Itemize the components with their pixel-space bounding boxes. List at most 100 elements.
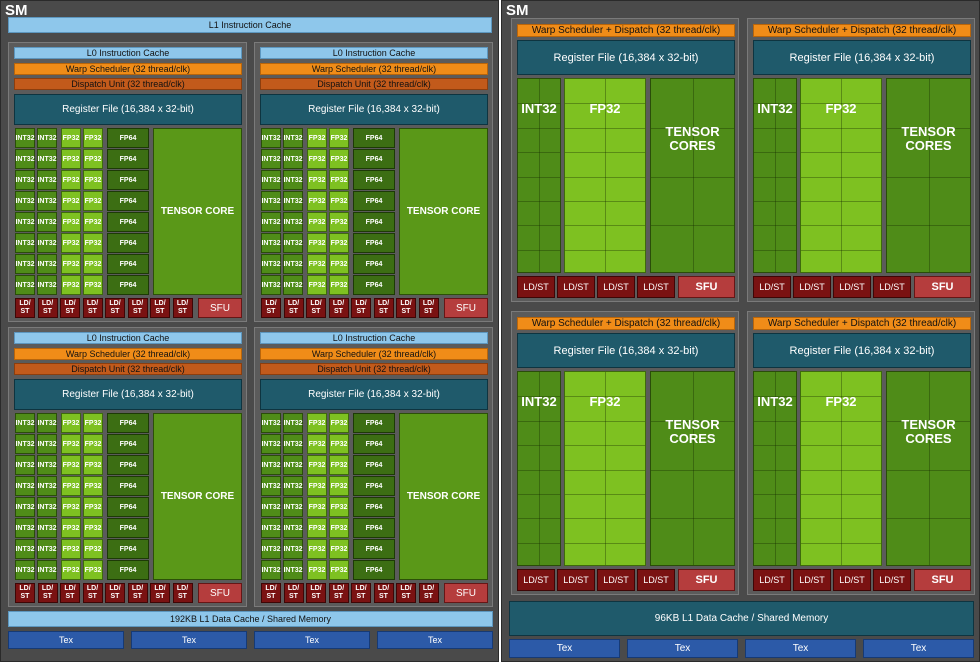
fp32-unit: FP32 xyxy=(61,170,81,190)
int32-unit: INT32 xyxy=(15,170,35,190)
right-partition: Warp Scheduler + Dispatch (32 thread/clk… xyxy=(747,18,975,302)
fp32-unit: FP32 xyxy=(83,413,103,433)
dispatch-unit: Dispatch Unit (32 thread/clk) xyxy=(14,78,242,90)
fp32-unit: FP32 xyxy=(307,455,327,475)
ldst-unit: LD/ST xyxy=(150,583,170,603)
int32-unit: INT32 xyxy=(283,128,303,148)
int32-label: INT32 xyxy=(757,100,793,116)
fp32-unit: FP32 xyxy=(307,191,327,211)
ldst-unit: LD/ST xyxy=(517,569,555,591)
tensor-core: TENSOR CORE xyxy=(153,128,242,295)
fp32-unit: FP32 xyxy=(307,212,327,232)
fp32-unit: FP32 xyxy=(83,212,103,232)
int32-unit: INT32 xyxy=(261,434,281,454)
fp64-unit: FP64 xyxy=(353,149,395,169)
fp32-unit: FP32 xyxy=(307,497,327,517)
int32-unit: INT32 xyxy=(37,497,57,517)
fp32-unit: FP32 xyxy=(329,149,349,169)
fp32-unit: FP32 xyxy=(307,149,327,169)
l0-instruction-cache: L0 Instruction Cache xyxy=(14,332,242,344)
tensor-cores-block: TENSOR CORES xyxy=(886,371,971,566)
dispatch-unit: Dispatch Unit (32 thread/clk) xyxy=(260,78,488,90)
fp32-unit: FP32 xyxy=(329,539,349,559)
tex-unit-right-2: Tex xyxy=(627,639,738,658)
fp64-unit: FP64 xyxy=(353,539,395,559)
fp32-block: FP32 xyxy=(800,78,882,273)
int32-unit: INT32 xyxy=(37,170,57,190)
fp64-unit: FP64 xyxy=(353,170,395,190)
ldst-unit: LD/ST xyxy=(261,583,281,603)
ldst-unit: LD/ST xyxy=(172,583,193,603)
warp-scheduler-dispatch: Warp Scheduler + Dispatch (32 thread/clk… xyxy=(753,317,971,330)
ldst-unit: LD/ST xyxy=(283,298,304,318)
tensor-cores-label: TENSOR CORES xyxy=(901,417,956,446)
fp64-unit: FP64 xyxy=(107,413,149,433)
int32-unit: INT32 xyxy=(15,476,35,496)
fp32-unit: FP32 xyxy=(83,149,103,169)
int32-unit: INT32 xyxy=(15,434,35,454)
fp32-unit: FP32 xyxy=(329,497,349,517)
fp32-unit: FP32 xyxy=(83,497,103,517)
warp-scheduler-dispatch: Warp Scheduler + Dispatch (32 thread/clk… xyxy=(517,317,735,330)
int32-unit: INT32 xyxy=(15,455,35,475)
int32-unit: INT32 xyxy=(15,518,35,538)
ldst-unit: LD/ST xyxy=(82,298,103,318)
ldst-unit: LD/ST xyxy=(517,276,555,298)
warp-scheduler: Warp Scheduler (32 thread/clk) xyxy=(260,63,488,75)
fp32-unit: FP32 xyxy=(61,497,81,517)
fp64-unit: FP64 xyxy=(353,191,395,211)
register-file: Register File (16,384 x 32-bit) xyxy=(260,379,488,410)
ldst-unit: LD/ST xyxy=(60,298,80,318)
tex-unit-left-4: Tex xyxy=(377,631,493,649)
fp32-unit: FP32 xyxy=(83,560,103,580)
int32-unit: INT32 xyxy=(15,254,35,274)
ldst-unit: LD/ST xyxy=(105,583,125,603)
register-file: Register File (16,384 x 32-bit) xyxy=(14,94,242,125)
fp64-unit: FP64 xyxy=(353,518,395,538)
right-sm-title: SM xyxy=(506,2,529,19)
fp32-unit: FP32 xyxy=(83,455,103,475)
tensor-cores-label: TENSOR CORES xyxy=(665,417,720,446)
fp64-unit: FP64 xyxy=(353,212,395,232)
int32-unit: INT32 xyxy=(15,275,35,295)
int32-unit: INT32 xyxy=(261,254,281,274)
ldst-unit: LD/ST xyxy=(873,276,911,298)
int32-unit: INT32 xyxy=(283,497,303,517)
fp32-unit: FP32 xyxy=(61,560,81,580)
int32-unit: INT32 xyxy=(283,191,303,211)
int32-unit: INT32 xyxy=(15,191,35,211)
sfu-unit: SFU xyxy=(198,583,242,603)
ldst-unit: LD/ST xyxy=(306,298,326,318)
tensor-cores-block: TENSOR CORES xyxy=(650,371,735,566)
sfu-unit: SFU xyxy=(444,583,488,603)
sfu-unit: SFU xyxy=(914,276,971,298)
fp64-unit: FP64 xyxy=(107,212,149,232)
ldst-unit: LD/ST xyxy=(418,583,439,603)
ldst-unit: LD/ST xyxy=(637,569,675,591)
fp64-unit: FP64 xyxy=(353,128,395,148)
ldst-unit: LD/ST xyxy=(172,298,193,318)
fp64-unit: FP64 xyxy=(107,476,149,496)
ldst-unit: LD/ST xyxy=(351,583,371,603)
sfu-unit: SFU xyxy=(198,298,242,318)
ldst-unit: LD/ST xyxy=(637,276,675,298)
fp32-block: FP32 xyxy=(564,371,646,566)
ldst-unit: LD/ST xyxy=(557,276,595,298)
fp64-unit: FP64 xyxy=(353,476,395,496)
fp64-unit: FP64 xyxy=(107,170,149,190)
fp32-unit: FP32 xyxy=(307,518,327,538)
sfu-unit: SFU xyxy=(914,569,971,591)
int32-unit: INT32 xyxy=(283,434,303,454)
fp32-unit: FP32 xyxy=(83,170,103,190)
fp32-unit: FP32 xyxy=(307,170,327,190)
sfu-unit: SFU xyxy=(444,298,488,318)
fp32-unit: FP32 xyxy=(307,560,327,580)
int32-unit: INT32 xyxy=(283,455,303,475)
int32-unit: INT32 xyxy=(37,413,57,433)
fp32-unit: FP32 xyxy=(61,149,81,169)
fp32-unit: FP32 xyxy=(61,233,81,253)
fp32-unit: FP32 xyxy=(83,518,103,538)
fp32-unit: FP32 xyxy=(329,275,349,295)
ldst-unit: LD/ST xyxy=(37,583,58,603)
fp64-unit: FP64 xyxy=(107,539,149,559)
